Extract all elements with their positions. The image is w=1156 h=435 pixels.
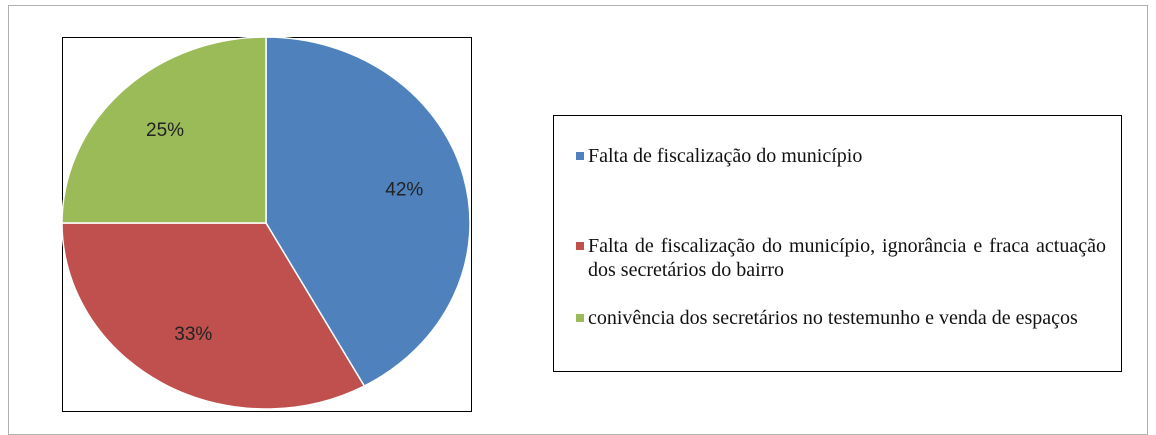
legend-entry: Falta de fiscalização do município bbox=[576, 144, 1106, 168]
pie-slice bbox=[265, 37, 471, 387]
legend-label: Falta de fiscalização do município, igno… bbox=[588, 235, 1106, 281]
legend-swatch bbox=[576, 242, 584, 250]
legend: Falta de fiscalização do município Falta … bbox=[553, 115, 1122, 372]
data-label: 33% bbox=[174, 324, 212, 345]
legend-label: conivência dos secretários no testemunho… bbox=[588, 307, 1078, 329]
pie-slice bbox=[62, 37, 267, 224]
legend-entry: conivência dos secretários no testemunho… bbox=[576, 306, 1106, 330]
legend-label: Falta de fiscalização do município bbox=[588, 145, 863, 167]
legend-swatch bbox=[576, 152, 584, 160]
legend-entry: Falta de fiscalização do município, igno… bbox=[576, 234, 1106, 282]
data-label: 42% bbox=[385, 180, 423, 201]
data-label: 25% bbox=[146, 120, 184, 141]
legend-swatch bbox=[576, 314, 584, 322]
pie-slice bbox=[62, 222, 366, 410]
chart: 42% 33% 25% bbox=[62, 37, 472, 412]
